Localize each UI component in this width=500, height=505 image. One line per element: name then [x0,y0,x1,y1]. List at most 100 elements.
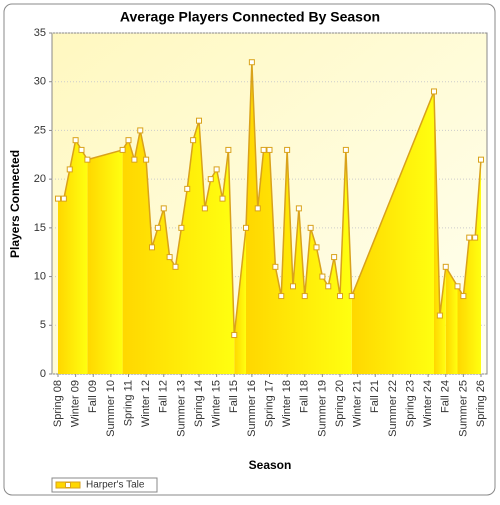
gap-bridge-line [87,149,123,161]
x-tick-label: Summer 22 [387,380,399,437]
y-tick-label: 20 [34,173,46,185]
point [131,156,138,163]
point [266,146,273,153]
point [342,146,349,153]
point [454,283,461,290]
point [472,234,479,241]
point [172,263,179,270]
y-tick-label: 0 [40,368,46,380]
x-tick-label: Winter 15 [211,380,223,427]
point [436,312,443,319]
x-tick-label: Winter 18 [281,380,293,427]
x-tick-label: Fall 12 [158,380,170,413]
point [307,224,314,231]
point [442,263,449,270]
point [284,146,291,153]
series-area [457,159,481,374]
point [78,146,85,153]
point [143,156,150,163]
gap-bridge-line [445,266,459,287]
point [254,205,261,212]
point [207,176,214,183]
point [55,195,61,202]
point [66,166,73,173]
point [325,283,332,290]
point [184,185,191,192]
x-tick-label: Spring 17 [263,380,275,427]
point [301,293,308,300]
gap-bridge-area [87,149,123,374]
gap-bridge-area [351,91,434,374]
point [278,293,285,300]
x-axis-label: Season [249,458,292,472]
point [337,293,343,300]
x-tick-label: Fall 15 [228,380,240,413]
point [231,332,238,339]
y-tick-label: 30 [34,76,46,88]
x-tick-label: Winter 09 [70,380,82,427]
x-tick-label: Spring 11 [122,380,134,426]
point [84,156,91,163]
point [60,195,67,202]
y-axis-label: Players Connected [8,150,22,258]
x-tick-label: Summer 13 [175,380,187,437]
point [225,146,232,153]
x-tick-label: Spring 20 [334,380,346,427]
point [348,293,355,300]
legend-marker [65,482,71,488]
point [466,234,473,241]
point [272,263,279,270]
point [201,205,208,212]
legend-label: Harper's Tale [86,480,145,491]
point [178,224,185,231]
point [478,156,484,163]
y-tick-label: 35 [34,27,46,39]
point [313,244,320,251]
point [331,254,338,261]
point [119,146,126,153]
x-tick-label: Spring 26 [475,380,487,427]
point [431,88,437,95]
point [213,166,220,173]
point [166,254,173,261]
point [196,117,202,124]
x-tick-label: Fall 18 [299,380,311,413]
point [243,224,249,231]
x-tick-label: Winter 21 [352,380,364,427]
x-tick-label: Summer 10 [105,380,117,437]
x-tick-label: Summer 19 [316,380,328,437]
point [248,59,255,66]
x-tick-label: Fall 09 [87,380,99,413]
x-tick-label: Summer 25 [457,380,469,437]
gap-bridge-area [445,266,458,374]
x-tick-label: Spring 14 [193,380,205,427]
point [125,137,132,144]
y-tick-label: 10 [34,270,46,282]
x-tick-label: Winter 24 [422,380,434,427]
point [260,146,267,153]
point [295,205,302,212]
point [160,205,167,212]
y-tick-label: 5 [40,319,46,331]
gap-bridge-line [233,227,247,336]
point [137,127,144,134]
x-tick-label: Spring 23 [404,380,416,427]
point [149,244,155,251]
point [290,283,296,290]
point [219,195,226,202]
point [72,137,79,144]
point [319,273,326,280]
chart-title: Average Players Connected By Season [120,9,380,25]
gap-bridge-line [351,91,435,297]
series-area [434,91,446,374]
x-tick-label: Spring 08 [52,380,64,427]
x-tick-label: Summer 16 [246,380,258,437]
x-tick-label: Fall 21 [369,380,381,413]
point [460,293,467,300]
point [190,137,197,144]
point [154,224,161,231]
y-tick-label: 25 [34,124,46,136]
y-tick-label: 15 [34,222,46,234]
x-tick-label: Fall 24 [440,380,452,413]
